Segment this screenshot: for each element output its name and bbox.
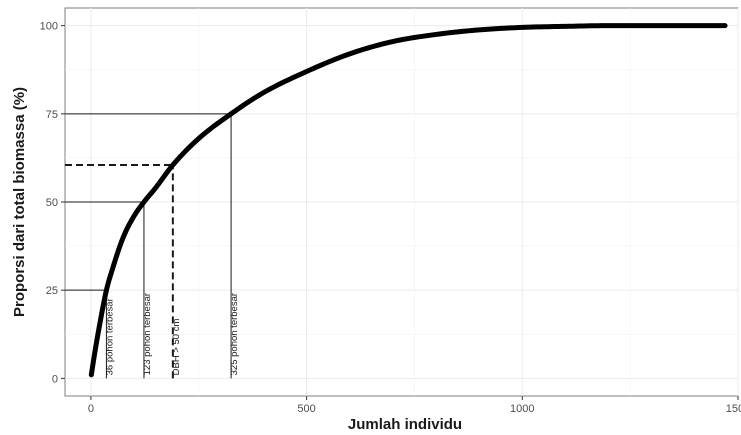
curve-layer: [88, 23, 728, 378]
x-axis-title: Jumlah individu: [348, 416, 462, 433]
y-tick-label: 25: [46, 285, 58, 297]
x-tick-label: 0: [88, 403, 94, 415]
y-tick-label: 0: [52, 373, 58, 385]
x-tick-label: 500: [297, 403, 315, 415]
y-tick-label: 100: [40, 21, 58, 33]
vertical-line-label: 325 pohon terbesar: [229, 293, 240, 375]
annotation-layer: 36 pohon terbesar 123 pohon terbesar DBH >…: [104, 293, 240, 375]
vertical-line-label: DBH > 50 cm: [171, 319, 182, 376]
x-tick-label: 1000: [510, 403, 534, 415]
vertical-line-label: 123 pohon terbesar: [142, 293, 153, 375]
x-tick-label: 1500: [726, 403, 741, 415]
y-tick-label: 50: [46, 197, 58, 209]
biomass-curve: [88, 23, 728, 378]
vertical-line-label: 36 pohon terbesar: [104, 298, 115, 375]
y-axis-title: Proporsi dari total biomassa (%): [11, 87, 28, 317]
tick-layer: 0255075100050010001500: [40, 21, 741, 415]
reference-lines-layer: [65, 113, 232, 379]
y-tick-label: 75: [46, 109, 58, 121]
